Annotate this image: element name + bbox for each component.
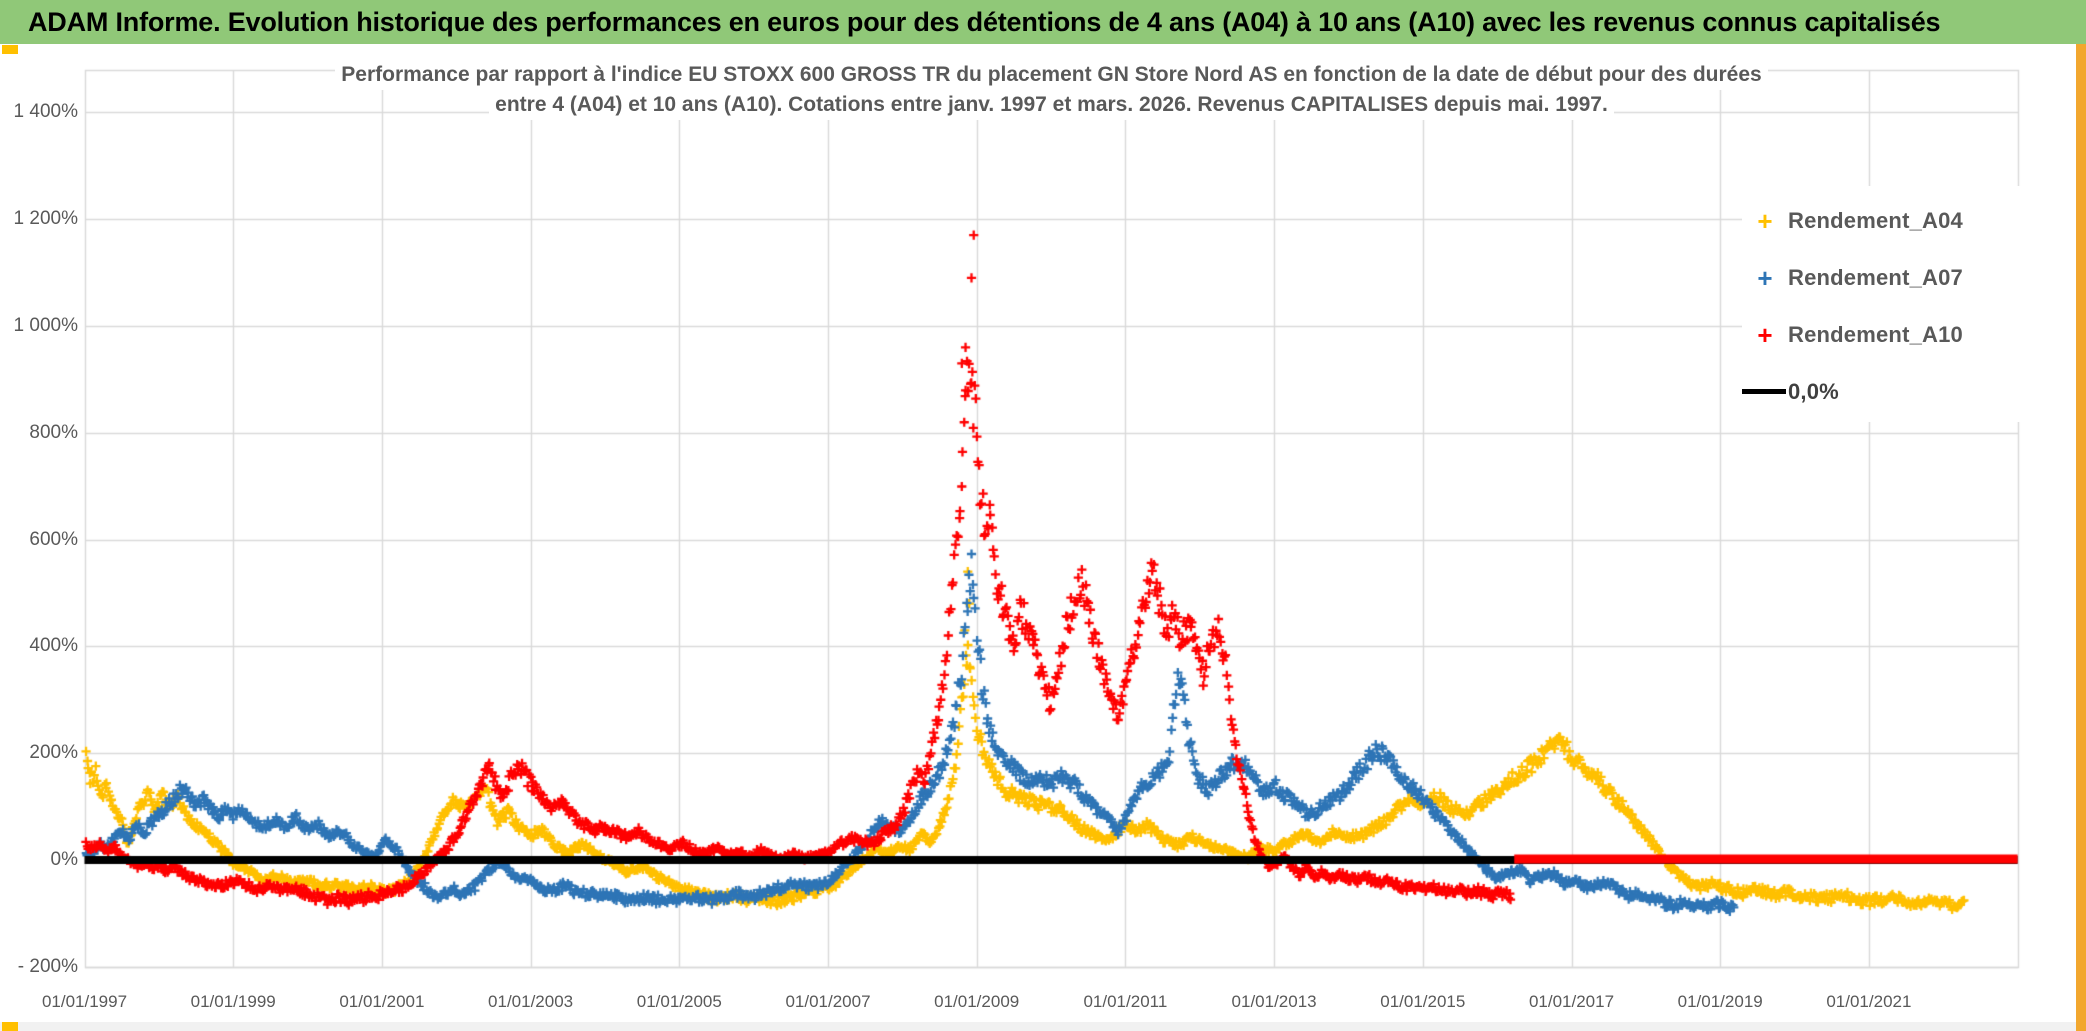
x-tick-label: 01/01/2003 <box>488 992 574 1011</box>
chart-subtitle-line1: Performance par rapport à l'indice EU ST… <box>335 60 1768 90</box>
y-tick-label: 1 400% <box>13 101 78 123</box>
y-tick-label: 800% <box>29 421 78 443</box>
legend-label: Rendement_A04 <box>1788 207 1963 233</box>
x-tick-label: 01/01/2013 <box>1231 992 1317 1011</box>
plus-marker-icon: + <box>1757 262 1773 293</box>
legend-item-0-0-: 0,0% <box>1742 363 2020 420</box>
zero-line-sample <box>1742 389 1786 394</box>
x-tick-label: 01/01/2015 <box>1380 992 1466 1011</box>
legend-label: Rendement_A07 <box>1788 264 1963 290</box>
x-tick-label: 01/01/2019 <box>1677 992 1763 1011</box>
x-tick-label: 01/01/1999 <box>190 992 276 1011</box>
plus-marker-icon: + <box>1757 205 1773 236</box>
y-tick-label: 0% <box>50 849 78 870</box>
legend-item-rendement-a10: + Rendement_A10 <box>1742 306 2020 363</box>
y-tick-label: 600% <box>29 528 78 550</box>
y-tick-label: 200% <box>29 742 78 764</box>
y-tick-label: 1 200% <box>13 208 78 230</box>
x-tick-label: 01/01/2009 <box>934 992 1020 1011</box>
legend-label: Rendement_A10 <box>1788 321 1963 347</box>
chart-legend: + Rendement_A04 + Rendement_A07 + Rendement_A… <box>1742 186 2020 422</box>
chart-subtitle: Performance par rapport à l'indice EU ST… <box>85 60 2018 120</box>
x-tick-label: 01/01/2007 <box>785 992 871 1011</box>
x-tick-label: 01/01/2021 <box>1826 992 1912 1011</box>
x-tick-label: 01/01/2011 <box>1083 992 1168 1011</box>
x-tick-label: 01/01/2001 <box>339 992 425 1011</box>
plus-marker-icon: + <box>1757 319 1773 350</box>
legend-item-rendement-a07: + Rendement_A07 <box>1742 249 2020 306</box>
y-tick-label: - 200% <box>17 955 78 977</box>
y-tick-label: 1 000% <box>13 315 78 336</box>
legend-label: 0,0% <box>1788 378 1839 404</box>
chart-subtitle-line2: entre 4 (A04) et 10 ans (A10). Cotations… <box>489 90 1614 120</box>
legend-item-rendement-a04: + Rendement_A04 <box>1742 192 2020 249</box>
y-tick-label: 400% <box>29 635 78 657</box>
x-tick-label: 01/01/2017 <box>1528 992 1615 1011</box>
x-tick-label: 01/01/1997 <box>41 992 128 1011</box>
x-tick-label: 01/01/2005 <box>636 992 722 1011</box>
